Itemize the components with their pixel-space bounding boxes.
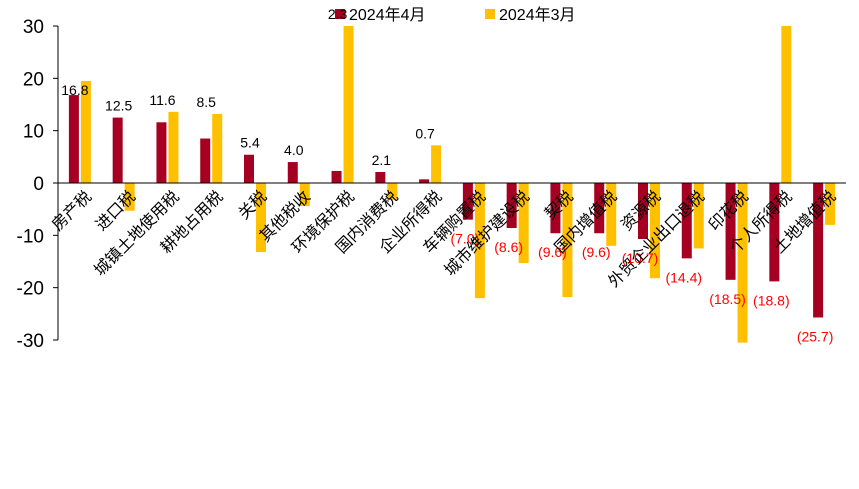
- data-label: (10.7): [622, 250, 659, 266]
- bar-2024-apr: [156, 122, 167, 183]
- data-label: 2.3: [328, 6, 348, 22]
- bar-2024-apr: [375, 172, 386, 183]
- data-label: (9.6): [582, 244, 611, 260]
- bar-2024-mar: [781, 26, 792, 183]
- data-label: 5.4: [240, 135, 260, 151]
- y-tick-label: -20: [17, 279, 44, 300]
- bar-2024-apr: [68, 95, 79, 183]
- legend-label-2024-apr: 2024年4月: [349, 6, 426, 24]
- bar-2024-apr: [594, 183, 605, 234]
- legend-swatch-2024-apr: [335, 9, 345, 19]
- y-tick-label: -30: [17, 331, 44, 352]
- data-label: 11.6: [149, 92, 175, 108]
- y-tick-label: 0: [33, 174, 44, 195]
- bar-2024-mar: [168, 111, 179, 183]
- bar-2024-mar: [693, 183, 704, 249]
- bar-2024-apr: [287, 162, 298, 183]
- bar-2024-mar: [256, 183, 266, 253]
- bar-2024-mar: [124, 183, 135, 211]
- bar-2024-mar: [343, 26, 354, 183]
- bar-2024-apr: [681, 183, 692, 259]
- y-tick-label: 20: [23, 69, 44, 90]
- data-labels: 16.8 12.5 11.6 8.5 5.4 4.0 2.3 2.1 0.7 (7.0) (8.6)…: [61, 6, 833, 344]
- data-label: 2.1: [372, 152, 392, 168]
- data-label: (8.6): [494, 239, 523, 255]
- data-label: (9.6): [538, 244, 567, 260]
- bar-2024-mar: [737, 183, 748, 343]
- bar-2024-mar: [299, 183, 310, 207]
- bar-2024-apr: [244, 154, 254, 183]
- data-label: (18.5): [709, 291, 746, 307]
- bar-2024-apr: [550, 183, 561, 234]
- y-tick-label: 10: [23, 122, 44, 143]
- bar-2024-apr: [813, 183, 824, 318]
- bar-2024-apr: [506, 183, 517, 229]
- y-tick-label: -10: [17, 226, 44, 247]
- bar-2024-apr: [112, 117, 123, 183]
- bar-2024-mar: [562, 183, 573, 298]
- bar-2024-mar: [650, 183, 660, 279]
- data-label: (18.8): [753, 292, 790, 308]
- data-label: 4.0: [284, 142, 304, 158]
- x-tick-label: 房产税: [48, 187, 95, 234]
- legend-swatch-2024-mar: [485, 9, 495, 19]
- bar-2024-apr: [419, 179, 430, 183]
- bar-2024-mar: [825, 183, 836, 225]
- y-axis: 30 20 10 0 -10 -20 -30: [17, 17, 59, 352]
- legend-label-2024-mar: 2024年3月: [499, 6, 576, 24]
- bar-2024-mar: [518, 183, 529, 264]
- y-tick-label: 30: [23, 17, 44, 38]
- bar-2024-apr: [331, 170, 342, 183]
- bar-2024-mar: [606, 183, 617, 246]
- bar-2024-apr: [638, 183, 648, 239]
- bar-2024-apr: [462, 183, 473, 220]
- data-label: (7.0): [450, 231, 479, 247]
- bar-2024-mar: [212, 113, 223, 183]
- data-label: 16.8: [61, 82, 88, 98]
- bar-2024-mar: [431, 145, 442, 183]
- bar-2024-mar: [80, 80, 91, 183]
- bar-2024-apr: [200, 138, 211, 183]
- bar-2024-mar: [474, 183, 485, 299]
- bar-2024-mar: [387, 183, 398, 200]
- legend: 2024年4月 2024年3月: [335, 6, 576, 24]
- data-label: 0.7: [415, 125, 435, 141]
- bars: [68, 26, 836, 343]
- data-label: 8.5: [196, 94, 216, 110]
- bar-2024-apr: [769, 183, 780, 282]
- data-label: (14.4): [665, 269, 702, 285]
- data-label: 12.5: [105, 98, 132, 114]
- bar-2024-apr: [725, 183, 736, 280]
- data-label: (25.7): [797, 328, 834, 344]
